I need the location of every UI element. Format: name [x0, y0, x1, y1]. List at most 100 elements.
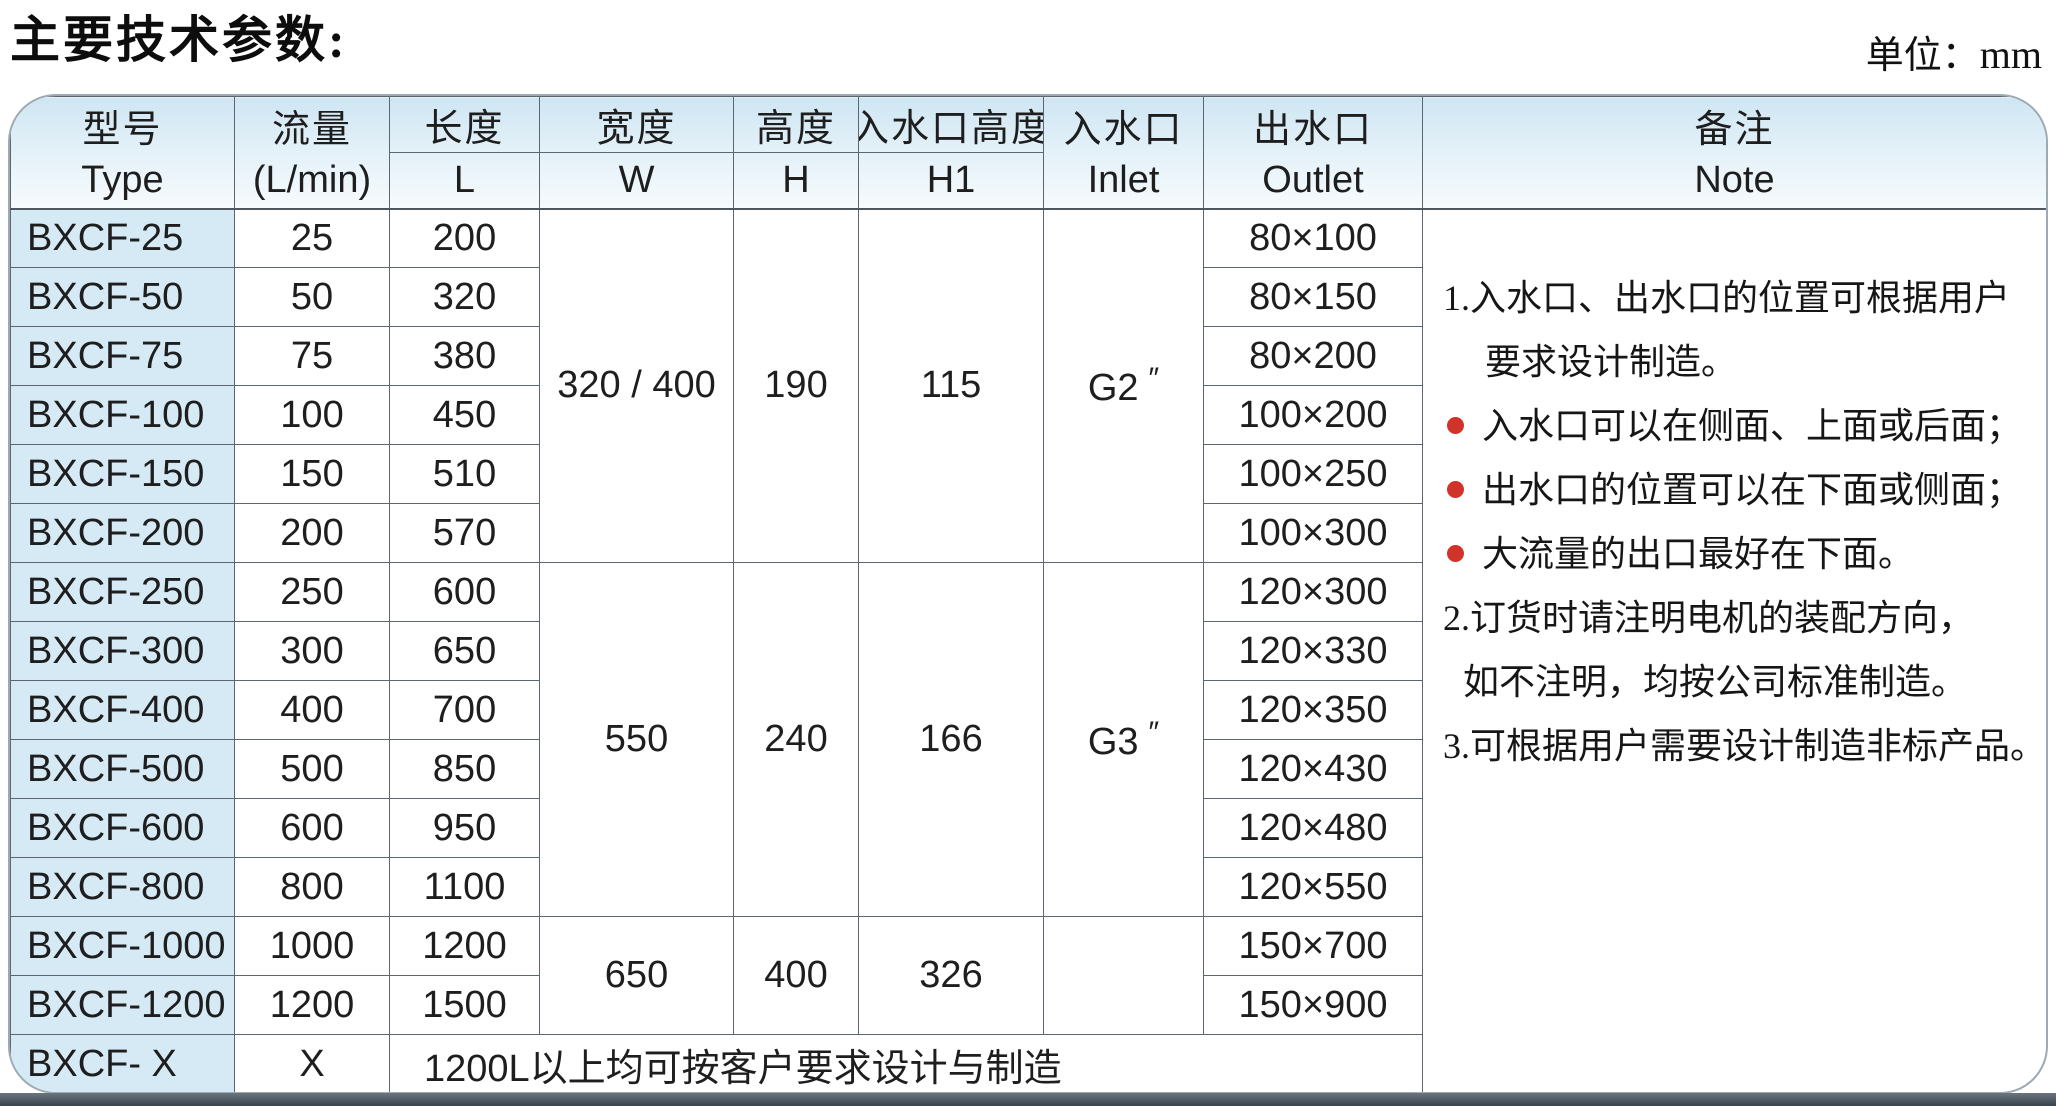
- outlet-cell: 120×350: [1203, 680, 1423, 740]
- col-header-flow-en: (L/min): [252, 159, 372, 202]
- table-row: BXCF-50 50 320 80×150: [10, 267, 2047, 327]
- length-cell: 320: [389, 267, 540, 327]
- col-header-inlet-height: 入水口高度 H1: [858, 96, 1044, 210]
- outlet-cell: 150×900: [1203, 975, 1423, 1035]
- length-cell: 600: [389, 562, 540, 622]
- height-group-cell: 240: [733, 562, 859, 917]
- col-header-length-zh: 长度: [424, 108, 505, 151]
- height-group-cell: 190: [733, 208, 859, 563]
- flow-cell: X: [234, 1034, 390, 1092]
- note-line: 2.订货时请注明电机的装配方向，: [1443, 597, 1975, 638]
- table-row: BXCF-1000 1000 1200 650 400 326 150×700: [10, 916, 2047, 1035]
- outlet-cell: 120×300: [1203, 562, 1423, 622]
- col-header-height-en: H: [734, 152, 858, 206]
- note-line: 如不注明，均按公司标准制造。: [1463, 661, 1968, 702]
- outlet-cell: 80×150: [1203, 267, 1423, 327]
- col-header-outlet: 出水口 Outlet: [1203, 96, 1423, 210]
- length-cell: 700: [389, 680, 540, 740]
- type-cell: BXCF-400: [10, 680, 235, 740]
- type-cell: BXCF-1200: [10, 975, 235, 1035]
- page-title: 主要技术参数:: [10, 12, 348, 68]
- note-line: 出水口的位置可以在下面或侧面；: [1435, 458, 2040, 522]
- outlet-cell: 120×480: [1203, 798, 1423, 858]
- col-header-type-zh: 型号: [82, 109, 163, 152]
- col-header-length: 长度 L: [389, 96, 540, 210]
- length-cell: 510: [389, 444, 540, 504]
- col-header-width-zh: 宽度: [596, 108, 677, 151]
- note-line: 1.入水口、出水口的位置可根据用户: [1443, 277, 2011, 318]
- inlet-height-group-cell: 115: [858, 208, 1044, 563]
- note-cell: 1.入水口、出水口的位置可根据用户 要求设计制造。 入水口可以在侧面、上面或后面…: [1422, 208, 2047, 1092]
- note-line: 3.可根据用户需要设计制造非标产品。: [1443, 725, 2047, 766]
- flow-cell: 1000: [234, 916, 390, 976]
- height-group-cell: 400: [733, 916, 859, 1035]
- type-cell: BXCF-150: [10, 444, 235, 504]
- width-group-cell: 550: [539, 562, 734, 917]
- col-header-note-en: Note: [1694, 159, 1775, 202]
- table-row: BXCF-800 800 1100 120×550: [10, 857, 2047, 917]
- flow-cell: 600: [234, 798, 390, 858]
- col-header-outlet-zh: 出水口: [1252, 109, 1373, 152]
- type-cell: BXCF-500: [10, 739, 235, 799]
- col-header-inlet: 入水口 Inlet: [1043, 96, 1204, 210]
- length-cell: 380: [389, 326, 540, 386]
- table-row-custom: BXCF- X X 1200L以上均可按客户要求设计与制造: [10, 1034, 2047, 1092]
- table-row: BXCF-25 25 200 320 / 400 190 115 G2 ″ 80×…: [10, 208, 2046, 1092]
- type-cell: BXCF-75: [10, 326, 235, 386]
- inlet-size: G2: [1087, 366, 1139, 409]
- inch-mark: ″: [1148, 361, 1160, 395]
- col-header-height: 高度 H: [733, 96, 859, 210]
- inlet-group-cell: [1043, 916, 1204, 1035]
- table-row: BXCF-75 75 380 80×200: [10, 326, 2047, 386]
- table-row: BXCF-250 250 600 550 240 166 G3 ″ 120×300: [10, 562, 2047, 917]
- col-header-type: 型号 Type: [10, 96, 235, 210]
- length-cell: 1500: [389, 975, 540, 1035]
- custom-note-cell: 1200L以上均可按客户要求设计与制造: [389, 1034, 1423, 1092]
- flow-cell: 1200: [234, 975, 390, 1035]
- inch-mark: ″: [1148, 715, 1160, 749]
- type-cell: BXCF-600: [10, 798, 235, 858]
- type-cell: BXCF- X: [10, 1034, 235, 1092]
- col-header-inlet-en: Inlet: [1087, 159, 1160, 202]
- note-line: 入水口可以在侧面、上面或后面；: [1435, 394, 2040, 458]
- page-bottom-edge: [0, 1093, 2056, 1106]
- outlet-cell: 150×700: [1203, 916, 1423, 976]
- outlet-cell: 120×430: [1203, 739, 1423, 799]
- col-header-width-en: W: [540, 152, 733, 206]
- flow-cell: 200: [234, 503, 390, 563]
- spec-table: 型号 Type 流量 (L/min) 长度 L 宽度 W 高度 H: [10, 96, 2047, 1092]
- length-cell: 1200: [389, 916, 540, 976]
- bullet-icon: [1447, 545, 1464, 562]
- table-row: BXCF-500 500 850 120×430: [10, 739, 2047, 799]
- flow-cell: 800: [234, 857, 390, 917]
- spec-table-container: 型号 Type 流量 (L/min) 长度 L 宽度 W 高度 H: [8, 94, 2048, 1094]
- length-cell: 570: [389, 503, 540, 563]
- bullet-icon: [1447, 481, 1464, 498]
- col-header-width: 宽度 W: [539, 96, 734, 210]
- type-cell: BXCF-250: [10, 562, 235, 622]
- flow-cell: 150: [234, 444, 390, 504]
- inlet-group-cell: G2 ″: [1043, 208, 1204, 563]
- unit-value: mm: [1979, 32, 2042, 77]
- flow-cell: 300: [234, 621, 390, 681]
- col-header-inlet-zh: 入水口: [1063, 109, 1184, 152]
- outlet-cell: 100×250: [1203, 444, 1423, 504]
- outlet-cell: 120×330: [1203, 621, 1423, 681]
- col-header-flow-zh: 流量: [271, 109, 352, 152]
- flow-cell: 100: [234, 385, 390, 445]
- flow-cell: 500: [234, 739, 390, 799]
- type-cell: BXCF-50: [10, 267, 235, 327]
- type-cell: BXCF-100: [10, 385, 235, 445]
- inlet-height-group-cell: 166: [858, 562, 1044, 917]
- outlet-cell: 80×100: [1203, 208, 1423, 268]
- length-cell: 950: [389, 798, 540, 858]
- bullet-icon: [1447, 417, 1464, 434]
- type-cell: BXCF-800: [10, 857, 235, 917]
- width-group-cell: 650: [539, 916, 734, 1035]
- flow-cell: 25: [234, 208, 390, 268]
- width-group-cell: 320 / 400: [539, 208, 734, 563]
- length-cell: 200: [389, 208, 540, 268]
- table-row: BXCF-600 600 950 120×480: [10, 798, 2047, 858]
- unit-note: 单位：mm: [1866, 24, 2042, 79]
- outlet-cell: 80×200: [1203, 326, 1423, 386]
